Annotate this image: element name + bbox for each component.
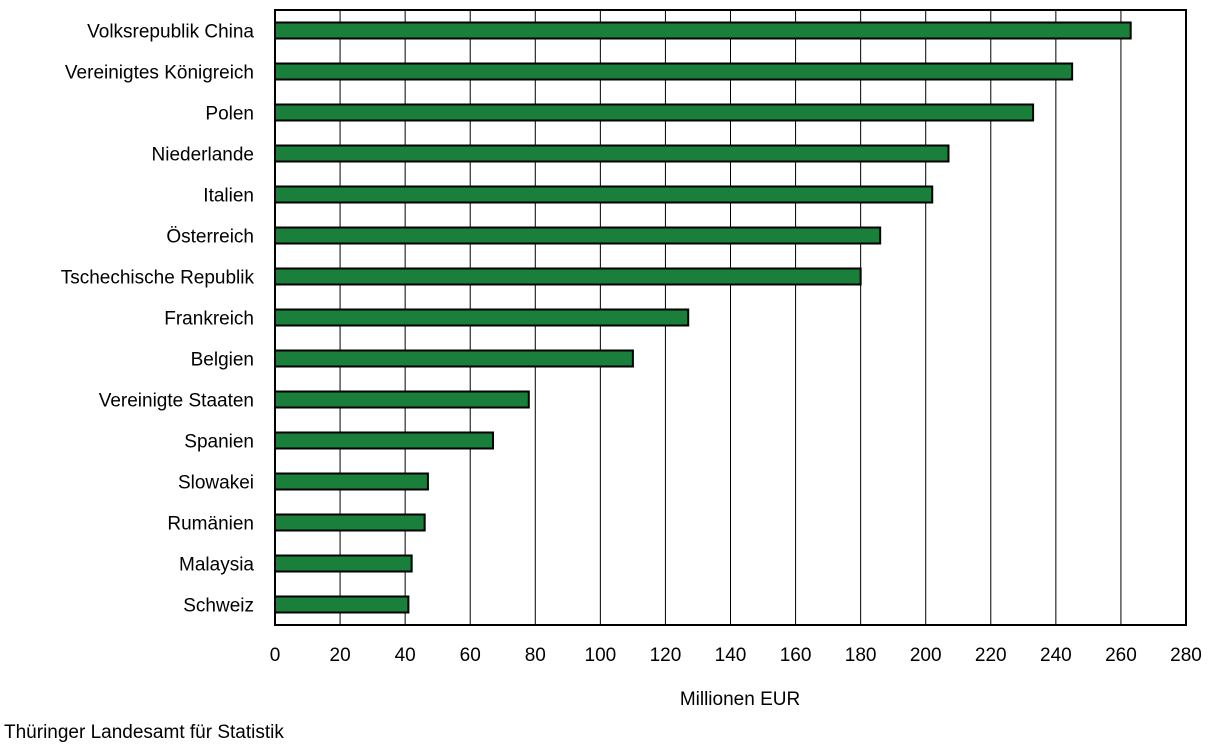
x-tick-label: 120: [650, 645, 682, 666]
bars: [274, 21, 1132, 614]
category-label: Belgien: [191, 350, 254, 371]
category-labels: Volksrepublik China Vereinigtes Königreic…: [61, 22, 255, 617]
category-label: Tschechische Republik: [61, 268, 255, 289]
bar: [274, 390, 530, 409]
bar: [274, 472, 429, 491]
bar: [274, 62, 1074, 81]
category-label: Malaysia: [179, 555, 254, 576]
x-tick-label: 280: [1170, 645, 1202, 666]
tick-labels: 0 20 40 60 80 100 120 140 160 180 200 220 240 260 280: [270, 645, 1202, 666]
category-label: Österreich: [166, 227, 254, 248]
bar: [274, 513, 426, 532]
category-label: Rumänien: [167, 514, 254, 535]
x-tick-label: 180: [845, 645, 877, 666]
bar: [274, 308, 690, 327]
bar: [274, 595, 410, 614]
category-label: Spanien: [184, 432, 254, 453]
bar: [274, 554, 413, 573]
x-tick-label: 80: [525, 645, 546, 666]
bar: [274, 144, 950, 163]
x-tick-label: 200: [910, 645, 942, 666]
category-label: Schweiz: [183, 596, 254, 617]
x-tick-label: 60: [460, 645, 481, 666]
x-tick-label: 160: [780, 645, 812, 666]
x-tick-label: 100: [585, 645, 617, 666]
category-label: Polen: [205, 104, 254, 125]
category-label: Italien: [203, 186, 254, 207]
bar: [274, 431, 494, 450]
category-label: Slowakei: [178, 473, 254, 494]
x-tick-label: 240: [1040, 645, 1072, 666]
bar: [274, 226, 882, 245]
category-label: Volksrepublik China: [87, 22, 254, 43]
x-tick-label: 0: [270, 645, 281, 666]
bar: [274, 185, 934, 204]
x-axis-label: Millionen EUR: [680, 689, 800, 710]
x-tick-label: 140: [715, 645, 747, 666]
bar: [274, 267, 862, 286]
bar: [274, 21, 1132, 40]
category-label: Vereinigtes Königreich: [65, 63, 254, 84]
category-label: Frankreich: [164, 309, 254, 330]
category-label: Vereinigte Staaten: [99, 391, 254, 412]
source-note: Thüringer Landesamt für Statistik: [4, 722, 284, 743]
plot-frame: [274, 9, 1187, 626]
x-tick-label: 220: [975, 645, 1007, 666]
bar: [274, 349, 634, 368]
x-tick-label: 260: [1105, 645, 1137, 666]
bar: [274, 103, 1035, 122]
x-tick-label: 40: [395, 645, 416, 666]
category-label: Niederlande: [152, 145, 254, 166]
x-tick-label: 20: [330, 645, 351, 666]
